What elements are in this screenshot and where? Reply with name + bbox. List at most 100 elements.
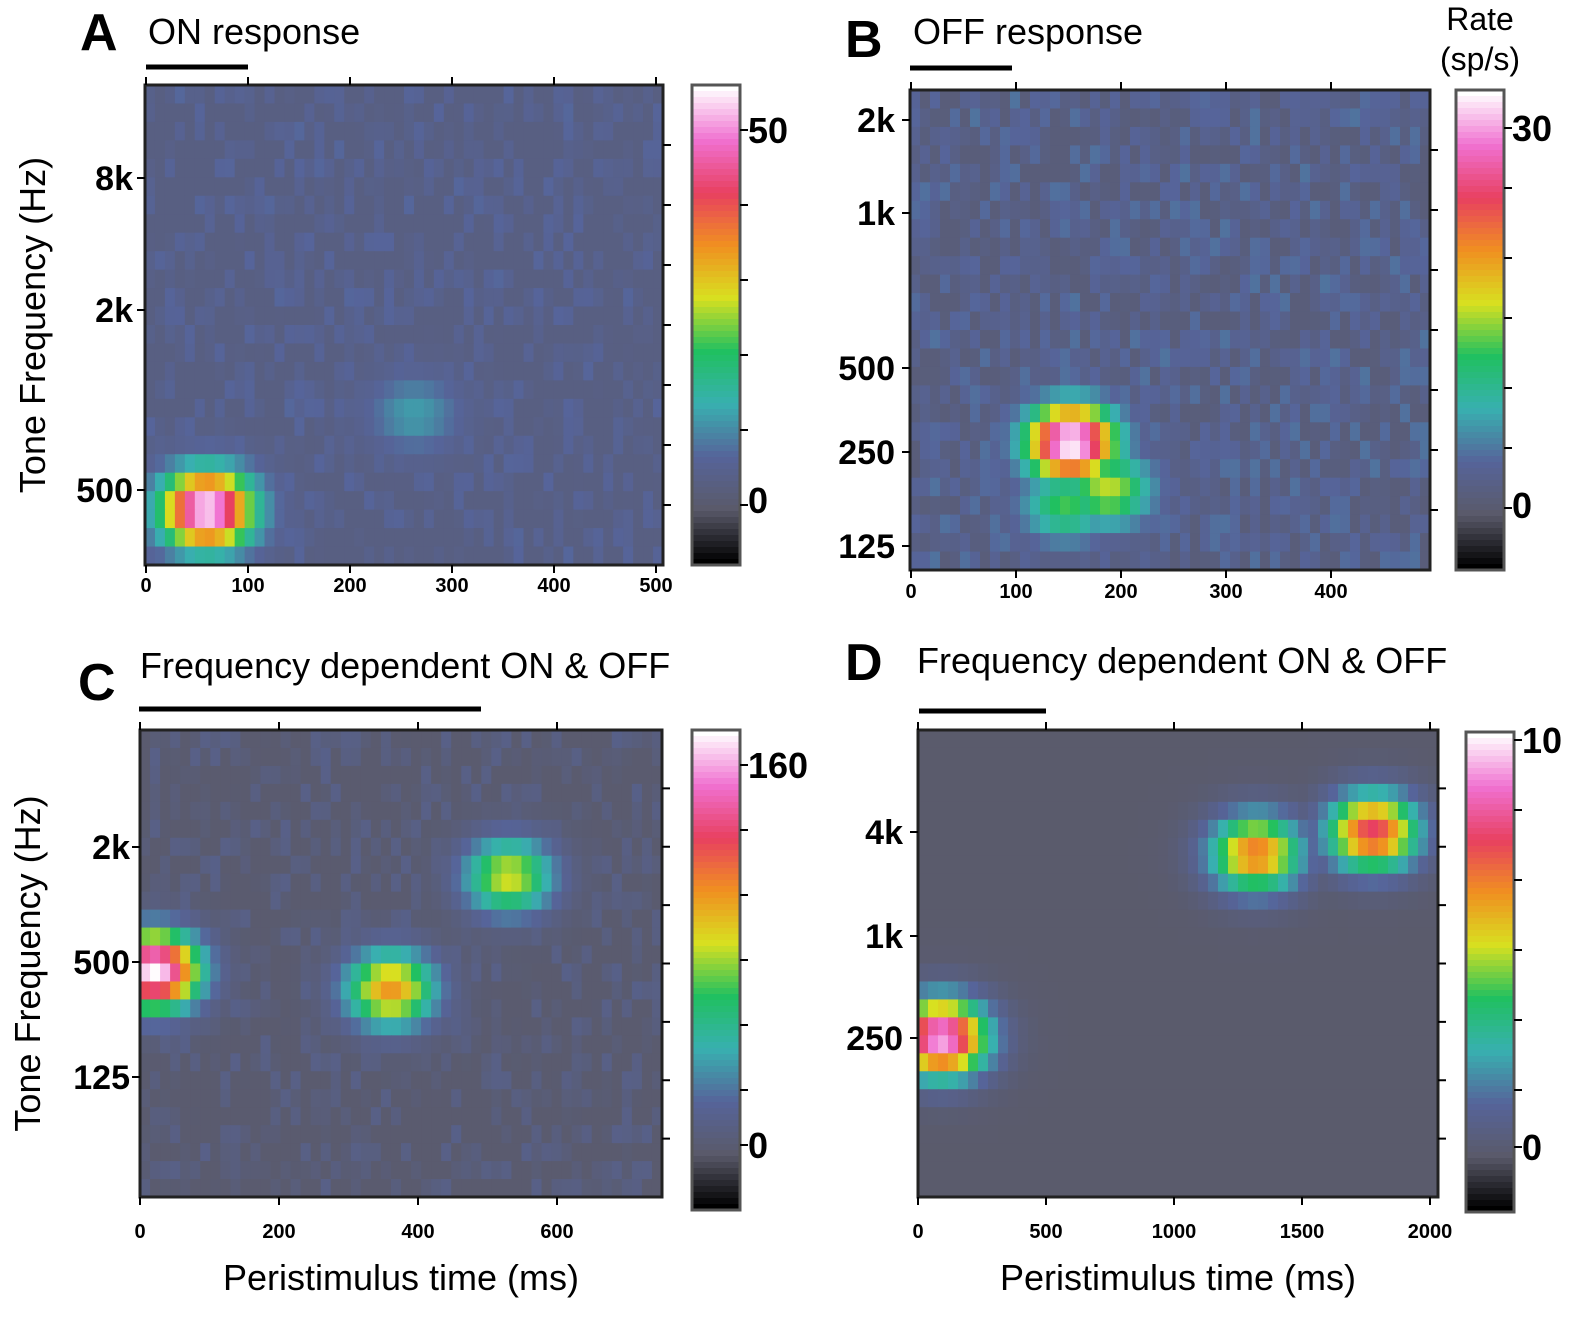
heatmap-cell [1310,514,1321,534]
heatmap-cell [160,945,171,965]
heatmap-cell [1130,330,1141,350]
heatmap-cell [471,873,482,893]
heatmap-cell [1320,200,1331,220]
heatmap-cell [334,121,345,141]
heatmap-cell [413,288,425,308]
heatmap-cell [990,182,1001,202]
heatmap-cell [1088,747,1099,767]
heatmap-cell [384,528,395,548]
heatmap-cell [601,747,613,767]
heatmap-cell [623,121,634,141]
heatmap-cell [483,546,495,566]
heatmap-cell [1170,366,1181,386]
heatmap-cell [621,1035,633,1054]
heatmap-cell [210,1017,221,1036]
heatmap-cell [451,1053,462,1072]
heatmap-cell [950,330,961,350]
heatmap-cell [1310,533,1321,553]
heatmap-cell [603,85,614,105]
heatmap-cell [1280,440,1291,460]
heatmap-cell [344,232,355,252]
heatmap-cell [491,819,502,839]
heatmap-cell [641,783,653,803]
heatmap-cell [1290,440,1301,460]
heatmap-cell [1010,366,1021,386]
heatmap-cell [471,909,482,929]
heatmap-cell [324,435,335,455]
heatmap-cell [553,103,564,123]
heatmap-cell [150,1125,161,1144]
heatmap-cell [300,855,312,875]
heatmap-cell [1030,533,1041,553]
heatmap-cell [473,417,485,437]
heatmap-cell [918,819,929,839]
heatmap-cell [1310,422,1321,442]
heatmap-cell [1058,837,1069,857]
heatmap-cell [230,1035,241,1054]
heatmap-cell [1190,496,1201,516]
heatmap-cell [170,1035,181,1054]
heatmap-cell [443,361,455,381]
heatmap-cell [164,417,176,437]
heatmap-cell [1208,819,1219,839]
heatmap-cell [384,435,395,455]
heatmap-cell [234,269,246,289]
heatmap-cell [421,819,432,839]
heatmap-cell [404,435,415,455]
colorbar-step [1456,180,1504,187]
heatmap-cell [1090,256,1101,276]
heatmap-cell [521,891,533,911]
heatmap-cell [521,1143,533,1162]
heatmap-cell [1170,385,1181,405]
heatmap-cell [1130,496,1141,516]
heatmap-cell [1220,440,1231,460]
heatmap-cell [401,1071,412,1090]
heatmap-cell [384,398,395,418]
heatmap-cell [573,177,584,197]
heatmap-cell [541,1089,553,1108]
colorbar-step [1456,318,1504,325]
heatmap-cell [1120,403,1131,423]
heatmap-cell [194,103,206,123]
heatmap-cell [531,945,543,965]
heatmap-cell [423,158,435,178]
heatmap-cell [1168,909,1179,929]
heatmap-cell [1280,477,1291,497]
heatmap-cell [581,1071,593,1090]
heatmap-cell [140,1161,151,1180]
heatmap-cell [1200,459,1211,479]
heatmap-cell [910,108,921,128]
heatmap-cell [220,765,231,785]
heatmap-cell [240,855,252,875]
heatmap-cell [463,103,475,123]
heatmap-cell [1328,891,1339,911]
heatmap-cell [1350,219,1361,239]
heatmap-cell [1240,108,1251,128]
heatmap-cell [1020,182,1031,202]
heatmap-cell [214,546,226,566]
heatmap-cell [1258,855,1269,875]
colorbar-frame [690,83,742,567]
heatmap-cell [1000,440,1011,460]
heatmap-cell [170,1107,181,1126]
heatmap-cell [573,509,584,529]
heatmap-cell [1150,145,1161,165]
heatmap-cell [1378,765,1389,785]
heatmap-cell [334,325,345,345]
heatmap-cell [1050,440,1061,460]
heatmap-cell [1200,256,1211,276]
heatmap-cell [190,1053,201,1072]
heatmap-cell [533,528,545,548]
heatmap-cell [145,343,156,363]
heatmap-cell [1420,551,1431,571]
heatmap-cell [1400,237,1411,257]
x-tick-label: 200 [262,1221,295,1243]
heatmap-cell [194,85,206,105]
heatmap-cell [421,927,432,947]
heatmap-cell [571,765,583,785]
heatmap-cell [210,963,221,983]
heatmap-cell [1010,551,1021,571]
heatmap-cell [200,819,211,839]
heatmap-cell [543,158,555,178]
heatmap-cell [521,963,533,983]
